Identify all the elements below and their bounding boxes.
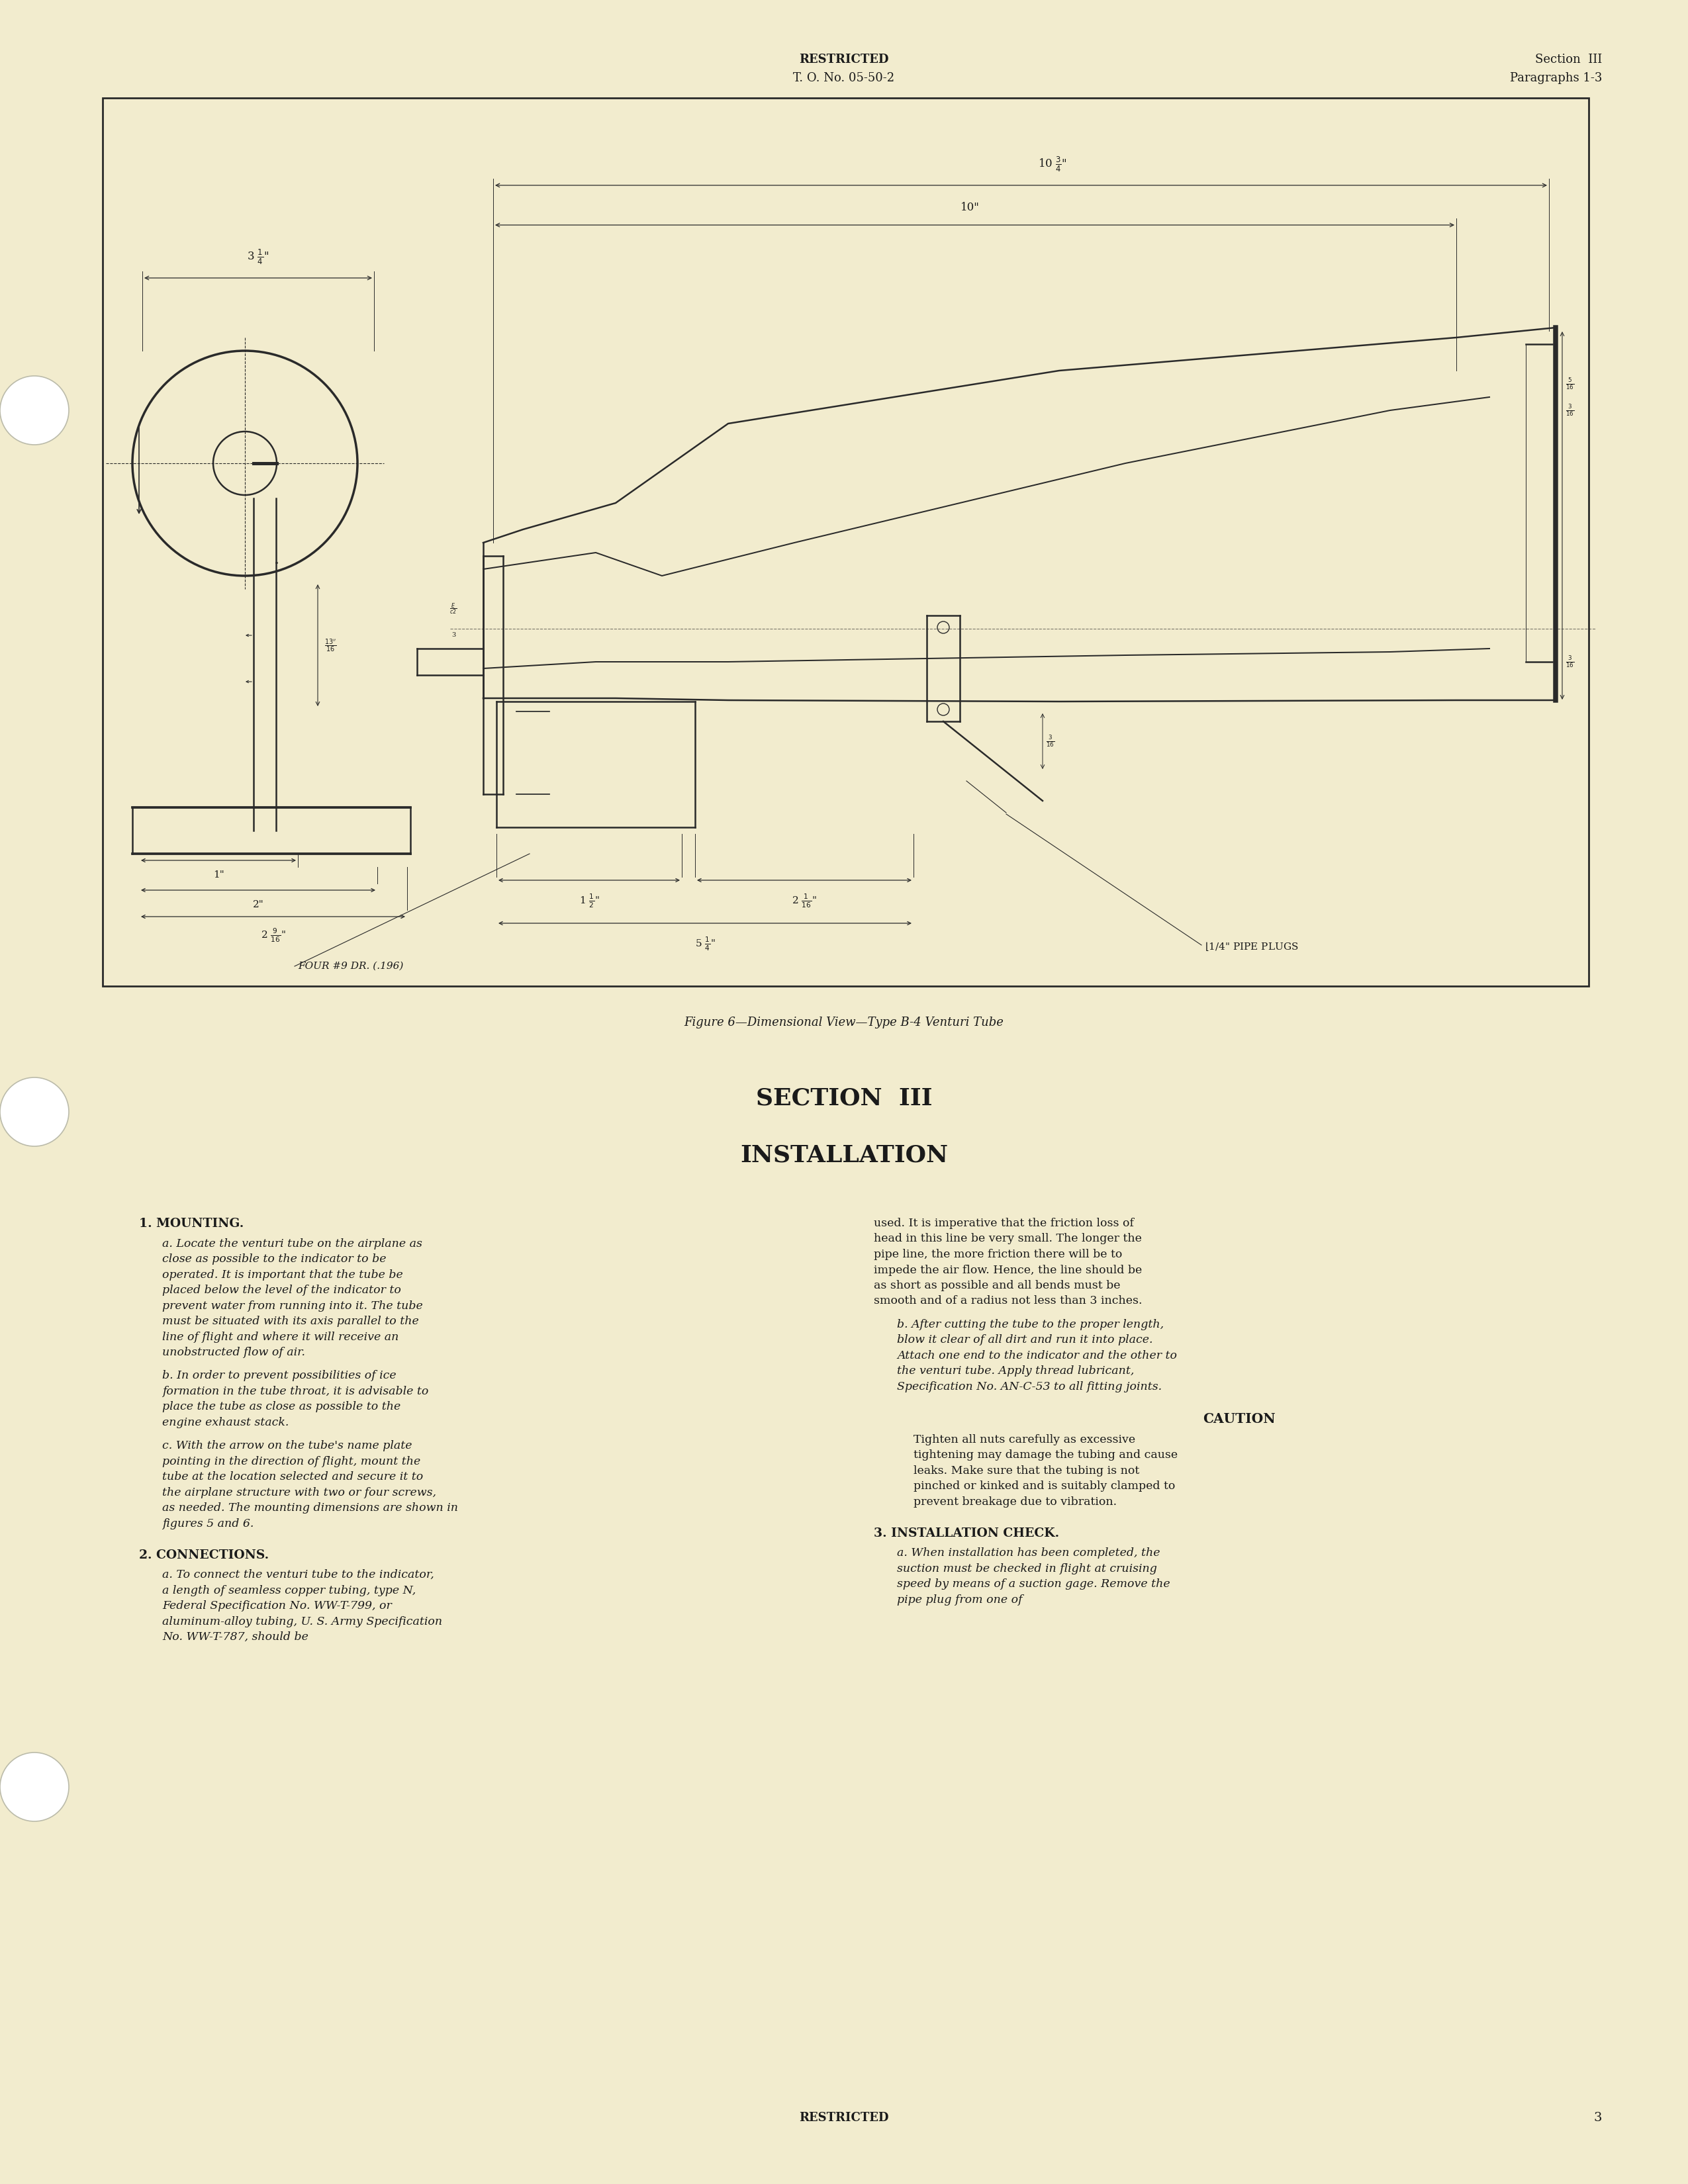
Text: b. In order to prevent possibilities of ice: b. In order to prevent possibilities of … (162, 1369, 397, 1382)
Text: a. To connect the venturi tube to the indicator,: a. To connect the venturi tube to the in… (162, 1570, 434, 1581)
Text: close as possible to the indicator to be: close as possible to the indicator to be (162, 1254, 387, 1265)
Text: INSTALLATION: INSTALLATION (739, 1144, 949, 1166)
Text: smooth and of a radius not less than 3 inches.: smooth and of a radius not less than 3 i… (874, 1295, 1143, 1306)
Text: pipe line, the more friction there will be to: pipe line, the more friction there will … (874, 1249, 1123, 1260)
Text: SECTION  III: SECTION III (756, 1088, 932, 1109)
Text: blow it clear of all dirt and run it into place.: blow it clear of all dirt and run it int… (896, 1334, 1153, 1345)
Text: pipe plug from one of: pipe plug from one of (896, 1594, 1023, 1605)
Text: 1 $\frac{1}{2}$": 1 $\frac{1}{2}$" (579, 891, 599, 909)
Text: $\frac{5}{16}$: $\frac{5}{16}$ (1565, 376, 1575, 391)
Text: 2": 2" (253, 900, 263, 909)
Text: head in this line be very small. The longer the: head in this line be very small. The lon… (874, 1234, 1141, 1245)
Text: the airplane structure with two or four screws,: the airplane structure with two or four … (162, 1487, 436, 1498)
Text: $\frac{3}{16}$: $\frac{3}{16}$ (1565, 404, 1575, 417)
Circle shape (0, 376, 69, 446)
Circle shape (0, 1077, 69, 1147)
Text: 2 $\frac{1}{16}$": 2 $\frac{1}{16}$" (792, 891, 817, 909)
Text: RESTRICTED: RESTRICTED (798, 55, 890, 66)
Text: No. WW-T-787, should be: No. WW-T-787, should be (162, 1631, 309, 1642)
Text: as short as possible and all bends must be: as short as possible and all bends must … (874, 1280, 1121, 1291)
Text: 3: 3 (1593, 2112, 1602, 2123)
Circle shape (0, 1752, 69, 1821)
Text: Figure 6—Dimensional View—Type B-4 Venturi Tube: Figure 6—Dimensional View—Type B-4 Ventu… (684, 1016, 1004, 1029)
Text: used. It is imperative that the friction loss of: used. It is imperative that the friction… (874, 1219, 1134, 1230)
Text: operated. It is important that the tube be: operated. It is important that the tube … (162, 1269, 403, 1280)
Text: b. After cutting the tube to the proper length,: b. After cutting the tube to the proper … (896, 1319, 1163, 1330)
Text: CAUTION: CAUTION (1204, 1413, 1276, 1426)
Text: a. Locate the venturi tube on the airplane as: a. Locate the venturi tube on the airpla… (162, 1238, 422, 1249)
Text: $\frac{13^{\prime\prime}}{16}$: $\frac{13^{\prime\prime}}{16}$ (324, 638, 336, 653)
Text: $\lfloor$1/4" PIPE PLUGS: $\lfloor$1/4" PIPE PLUGS (1205, 941, 1298, 952)
Text: RESTRICTED: RESTRICTED (798, 2112, 890, 2123)
Text: FOUR #9 DR. (.196): FOUR #9 DR. (.196) (297, 961, 403, 972)
Text: 10": 10" (960, 201, 979, 214)
Text: engine exhaust stack.: engine exhaust stack. (162, 1417, 289, 1428)
Text: the venturi tube. Apply thread lubricant,: the venturi tube. Apply thread lubricant… (896, 1365, 1134, 1376)
Text: T. O. No. 05-50-2: T. O. No. 05-50-2 (793, 72, 895, 83)
Text: suction must be checked in flight at cruising: suction must be checked in flight at cru… (896, 1564, 1156, 1575)
Text: as needed. The mounting dimensions are shown in: as needed. The mounting dimensions are s… (162, 1503, 457, 1514)
Text: Paragraphs 1-3: Paragraphs 1-3 (1509, 72, 1602, 83)
Text: speed by means of a suction gage. Remove the: speed by means of a suction gage. Remove… (896, 1579, 1170, 1590)
Text: 10 $\frac{3}{4}$": 10 $\frac{3}{4}$" (1038, 155, 1067, 173)
Text: place the tube as close as possible to the: place the tube as close as possible to t… (162, 1402, 400, 1413)
Text: $\frac{3}{16}$: $\frac{3}{16}$ (1565, 655, 1575, 668)
Text: prevent breakage due to vibration.: prevent breakage due to vibration. (913, 1496, 1117, 1507)
Text: c. With the arrow on the tube's name plate: c. With the arrow on the tube's name pla… (162, 1439, 412, 1452)
Text: leaks. Make sure that the tubing is not: leaks. Make sure that the tubing is not (913, 1465, 1139, 1476)
Text: 1. MOUNTING.: 1. MOUNTING. (138, 1219, 243, 1230)
Text: 2 $\frac{9}{16}$": 2 $\frac{9}{16}$" (262, 926, 285, 943)
Text: 3 $\frac{1}{4}$": 3 $\frac{1}{4}$" (246, 249, 268, 266)
Text: 5 $\frac{1}{4}$": 5 $\frac{1}{4}$" (695, 935, 716, 952)
Text: unobstructed flow of air.: unobstructed flow of air. (162, 1348, 306, 1358)
Text: Tighten all nuts carefully as excessive: Tighten all nuts carefully as excessive (913, 1435, 1136, 1446)
Text: 2. CONNECTIONS.: 2. CONNECTIONS. (138, 1548, 268, 1562)
Text: pointing in the direction of flight, mount the: pointing in the direction of flight, mou… (162, 1457, 420, 1468)
Text: tube at the location selected and secure it to: tube at the location selected and secure… (162, 1472, 424, 1483)
Text: Specification No. AN-C-53 to all fitting joints.: Specification No. AN-C-53 to all fitting… (896, 1380, 1161, 1393)
Text: 3: 3 (451, 633, 456, 638)
Text: $\frac{E}{c2}$: $\frac{E}{c2}$ (449, 603, 457, 616)
Text: 1": 1" (213, 869, 225, 880)
Text: Section  III: Section III (1534, 55, 1602, 66)
Text: figures 5 and 6.: figures 5 and 6. (162, 1518, 253, 1529)
Text: aluminum-alloy tubing, U. S. Army Specification: aluminum-alloy tubing, U. S. Army Specif… (162, 1616, 442, 1627)
Text: line of flight and where it will receive an: line of flight and where it will receive… (162, 1332, 398, 1343)
Text: pinched or kinked and is suitably clamped to: pinched or kinked and is suitably clampe… (913, 1481, 1175, 1492)
Text: Federal Specification No. WW-T-799, or: Federal Specification No. WW-T-799, or (162, 1601, 392, 1612)
Text: prevent water from running into it. The tube: prevent water from running into it. The … (162, 1299, 422, 1310)
Text: a length of seamless copper tubing, type N,: a length of seamless copper tubing, type… (162, 1586, 415, 1597)
Text: Attach one end to the indicator and the other to: Attach one end to the indicator and the … (896, 1350, 1177, 1361)
Text: formation in the tube throat, it is advisable to: formation in the tube throat, it is advi… (162, 1385, 429, 1398)
Bar (103, 98, 1588, 987)
Text: must be situated with its axis parallel to the: must be situated with its axis parallel … (162, 1315, 419, 1328)
Text: a. When installation has been completed, the: a. When installation has been completed,… (896, 1548, 1160, 1559)
Text: 3. INSTALLATION CHECK.: 3. INSTALLATION CHECK. (874, 1527, 1060, 1540)
Text: $\frac{3}{16}$: $\frac{3}{16}$ (1047, 734, 1055, 749)
Text: tightening may damage the tubing and cause: tightening may damage the tubing and cau… (913, 1450, 1178, 1461)
Text: impede the air flow. Hence, the line should be: impede the air flow. Hence, the line sho… (874, 1265, 1143, 1275)
Text: placed below the level of the indicator to: placed below the level of the indicator … (162, 1284, 402, 1295)
